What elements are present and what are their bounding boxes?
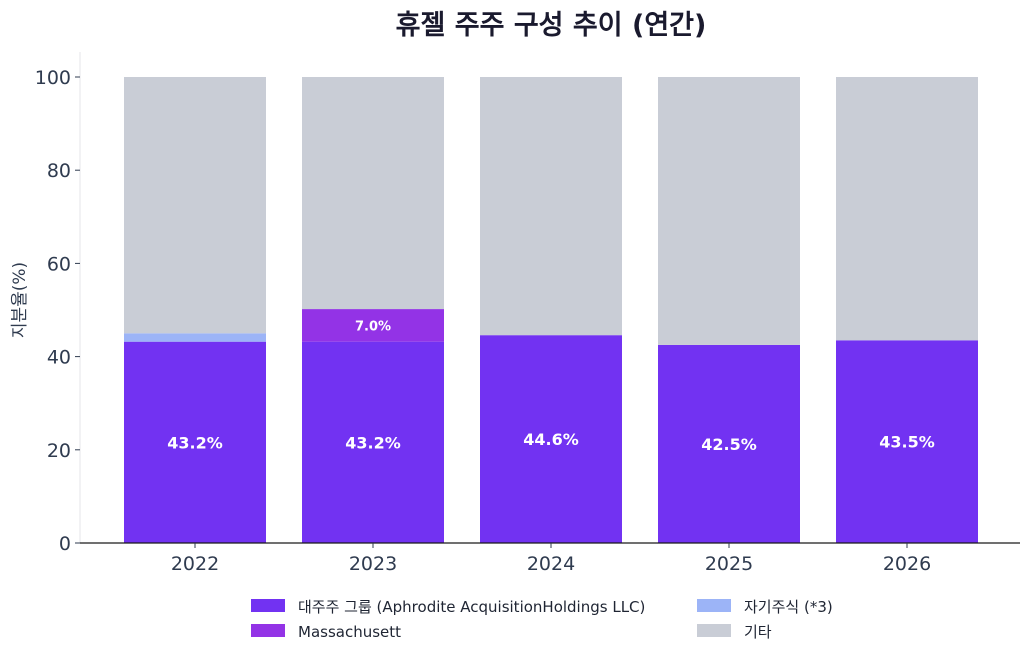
legend-swatch — [697, 624, 731, 637]
bar-segment — [302, 341, 444, 543]
legend-label: 자기주식 (*3) — [744, 598, 833, 616]
bar-segment — [480, 335, 622, 543]
axes-layer — [79, 52, 1020, 544]
bar-segment — [658, 344, 800, 543]
legend-swatch — [697, 599, 731, 612]
bar-data-label: 43.2% — [167, 433, 223, 452]
legend-label: 대주주 그룹 (Aphrodite AcquisitionHoldings LL… — [298, 598, 645, 616]
legend-label: Massachusett — [298, 623, 401, 641]
bar-segment — [124, 333, 266, 342]
y-tick-label: 40 — [47, 347, 71, 369]
legend-label: 기타 — [744, 623, 772, 641]
legend-swatch — [251, 624, 285, 637]
ticks-layer: 0 20 40 60 80 100 2022 2023 2024 2025 2026 — [35, 67, 931, 575]
x-tick-label: 2026 — [883, 553, 931, 575]
x-tick-label: 2023 — [349, 553, 397, 575]
bar-segment — [124, 77, 266, 334]
bar-data-label: 7.0% — [355, 319, 391, 334]
bars-layer: 43.2% 43.2% 7.0% 44.6% 42.5% 43.5% — [124, 77, 978, 543]
legend-swatch — [251, 599, 285, 612]
bar-segment — [836, 77, 978, 341]
bar-data-label: 42.5% — [701, 435, 757, 454]
bar-segment — [836, 340, 978, 543]
bar-segment — [480, 77, 622, 336]
y-tick-label: 100 — [35, 67, 71, 89]
x-tick-label: 2025 — [705, 553, 753, 575]
bar-data-label: 43.5% — [879, 433, 935, 452]
x-tick-label: 2024 — [527, 553, 575, 575]
legend: 대주주 그룹 (Aphrodite AcquisitionHoldings LL… — [251, 598, 833, 641]
y-tick-label: 60 — [47, 253, 71, 275]
bar-data-label: 43.2% — [345, 433, 401, 452]
bar-segment — [124, 341, 266, 543]
y-tick-label: 20 — [47, 440, 71, 462]
bar-segment — [658, 77, 800, 345]
y-tick-label: 0 — [59, 533, 71, 555]
y-tick-label: 80 — [47, 160, 71, 182]
y-axis-label: 지분율(%) — [10, 262, 30, 338]
x-tick-label: 2022 — [171, 553, 219, 575]
bar-segment — [302, 309, 444, 342]
chart-title: 휴젤 주주 구성 추이 (연간) — [396, 10, 707, 41]
bar-data-label: 44.6% — [523, 430, 579, 449]
bar-segment — [302, 77, 444, 310]
